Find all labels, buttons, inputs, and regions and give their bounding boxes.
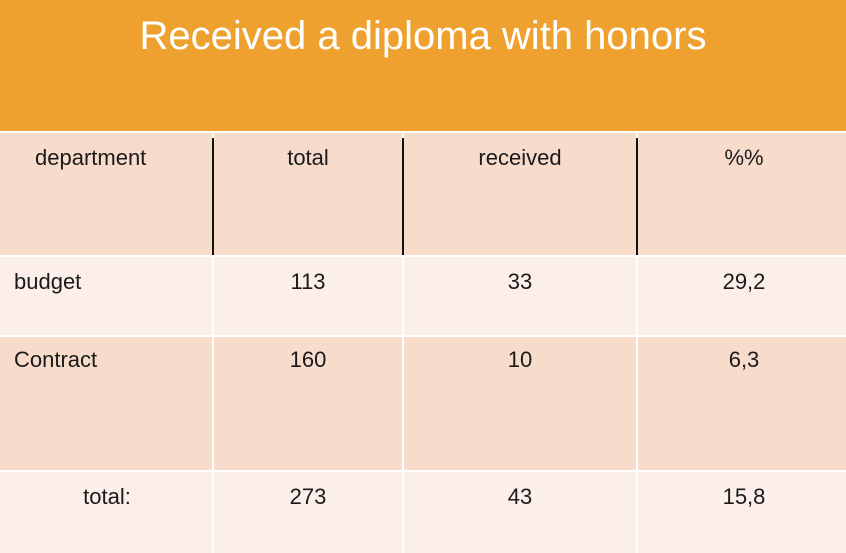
table-value: 43: [507, 484, 533, 509]
column-header: received: [478, 145, 562, 170]
column-divider: [212, 138, 214, 255]
table-cell: [214, 337, 402, 470]
table-value: 6,3: [728, 347, 760, 372]
table-value: 113: [290, 269, 326, 294]
table-value: 29,2: [722, 269, 766, 294]
table-cell: [0, 337, 212, 470]
table-cell: [0, 133, 212, 255]
table-cell: [214, 133, 402, 255]
table-value: 15,8: [722, 484, 766, 509]
table-cell: [214, 257, 402, 335]
table-cell: [0, 472, 212, 553]
table-cell: [404, 337, 636, 470]
table-cell: [404, 257, 636, 335]
column-divider: [636, 138, 638, 255]
table-cell: [404, 133, 636, 255]
column-header: %%: [724, 145, 764, 170]
row-label: budget: [14, 269, 82, 294]
table-value: 273: [289, 484, 327, 509]
table-cell: [638, 257, 846, 335]
table-cell: [638, 337, 846, 470]
table-cell: [638, 472, 846, 553]
table-cell: [214, 472, 402, 553]
column-header: total: [287, 145, 329, 170]
title: Received a diploma with honors: [139, 14, 707, 58]
table-value: 33: [507, 269, 533, 294]
table-cell: [0, 257, 212, 335]
table-cell: [404, 472, 636, 553]
column-header: department: [35, 145, 147, 170]
row-label: total:: [83, 484, 131, 509]
table-value: 160: [289, 347, 327, 372]
table-cell: [638, 133, 846, 255]
title-band: [0, 0, 846, 131]
row-label: Contract: [14, 347, 98, 372]
table-value: 10: [507, 347, 533, 372]
column-divider: [402, 138, 404, 255]
